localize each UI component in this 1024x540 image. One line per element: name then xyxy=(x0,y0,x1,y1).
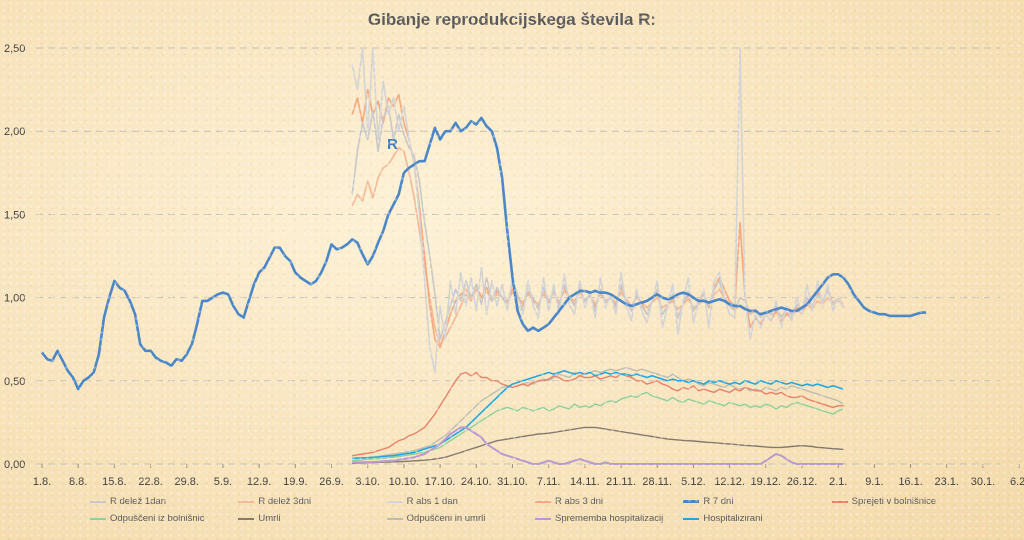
series-line-6 xyxy=(352,391,844,462)
x-tick-label: 29.8. xyxy=(175,476,199,488)
legend-item: Sprejeti v bolnišnice xyxy=(831,496,980,507)
x-tick-label: 5.12. xyxy=(681,476,705,488)
legend-swatch xyxy=(238,517,255,520)
legend-label: Odpuščeni in umrli xyxy=(406,513,486,524)
chart-title: Gibanje reprodukcijskega števila R: xyxy=(367,10,657,29)
legend-swatch xyxy=(238,500,255,503)
x-tick-label: 5.9. xyxy=(214,476,232,488)
x-axis: 1.8. 8.8. 15.8. 22.8. 29.8. 5.9. 12.9. 19.9. 26.… xyxy=(33,464,1024,488)
x-tick-label: 14.11. xyxy=(570,476,600,488)
y-tick-label: 0,50 xyxy=(4,376,25,388)
x-tick-label: 21.11. xyxy=(606,476,636,488)
series-line-1 xyxy=(351,147,844,346)
legend-swatch xyxy=(90,500,106,503)
series-line-8 xyxy=(352,366,844,460)
legend-item: R delež 1dan xyxy=(90,496,238,507)
legend-label: Hospitalizirani xyxy=(703,513,763,524)
legend-item: R 7 dni xyxy=(683,496,831,507)
x-tick-label: 3.10. xyxy=(355,476,379,488)
legend-label: Sprejeti v bolnišnice xyxy=(851,496,937,507)
legend-swatch xyxy=(831,500,848,503)
legend-item: R delež 3dni xyxy=(238,496,386,507)
legend-label: R delež 3dni xyxy=(258,496,312,507)
legend-item: Sprememba hospitalizacij xyxy=(534,513,683,524)
legend-item: Umrli xyxy=(238,513,386,524)
legend-swatch xyxy=(534,500,551,503)
legend-item: R abs 1 dan xyxy=(386,496,535,507)
legend-item: R abs 3 dni xyxy=(534,496,683,507)
gridlines xyxy=(36,47,1000,465)
x-tick-label: 12.12. xyxy=(714,476,745,488)
series-line-5 xyxy=(352,371,844,457)
legend-item: Odpuščeni iz bolnišnic xyxy=(90,513,238,524)
series-line-4 xyxy=(40,116,927,391)
legend-swatch xyxy=(534,517,551,520)
x-tick-label: 24.10. xyxy=(461,476,492,488)
legend-item: Hospitalizirani xyxy=(683,513,831,524)
series-lines xyxy=(40,47,927,465)
series-line-7 xyxy=(352,426,844,464)
legend-swatch xyxy=(90,517,106,520)
legend-swatch xyxy=(683,500,700,503)
x-tick-label: 16.1. xyxy=(898,476,922,488)
series-line-3 xyxy=(351,88,845,349)
x-tick-label: 8.8. xyxy=(69,476,87,488)
x-tick-label: 7.11. xyxy=(537,476,561,488)
y-axis: 0,00 0,50 1,00 1,50 2,00 2,50 xyxy=(4,43,25,471)
x-tick-label: 31.10. xyxy=(497,476,528,488)
x-tick-label: 28.11. xyxy=(642,476,672,488)
x-tick-label: 1.8. xyxy=(33,476,51,488)
x-tick-label: 22.8. xyxy=(138,476,162,488)
x-tick-label: 12.9. xyxy=(247,476,271,488)
x-tick-label: 10.10. xyxy=(389,476,420,488)
legend-swatch xyxy=(683,517,700,520)
legend-label: R abs 1 dan xyxy=(406,496,458,507)
y-tick-label: 2,50 xyxy=(4,43,25,55)
legend-label: R abs 3 dni xyxy=(554,496,604,507)
x-tick-label: 9.1. xyxy=(865,476,883,488)
r-annotation: R xyxy=(387,136,398,153)
x-tick-label: 26.9. xyxy=(319,476,343,488)
y-tick-label: 2,00 xyxy=(4,126,25,138)
legend-label: R delež 1dan xyxy=(110,496,166,507)
y-tick-label: 1,00 xyxy=(4,293,25,305)
x-tick-label: 19.12. xyxy=(751,476,782,488)
legend: R delež 1dan R delež 3dni R abs 1 dan R abs… xyxy=(90,496,980,524)
x-tick-label: 17.10. xyxy=(425,476,456,488)
y-tick-label: 0,00 xyxy=(4,459,25,471)
legend-label: R 7 dni xyxy=(703,496,734,507)
legend-label: Odpuščeni iz bolnišnic xyxy=(110,513,205,524)
legend-swatch xyxy=(386,517,403,520)
x-tick-label: 6.2. xyxy=(1010,476,1024,488)
x-tick-label: 2.1. xyxy=(829,476,847,488)
x-tick-label: 30.1. xyxy=(971,476,995,488)
legend-swatch xyxy=(386,500,403,503)
x-tick-label: 15.8. xyxy=(102,476,126,488)
y-tick-label: 1,50 xyxy=(4,209,25,221)
legend-item: Odpuščeni in umrli xyxy=(386,513,535,524)
x-tick-label: 23.1. xyxy=(935,476,959,488)
legend-label: Sprememba hospitalizacij xyxy=(554,513,664,524)
x-tick-label: 26.12. xyxy=(787,476,818,488)
series-line-2 xyxy=(351,47,845,374)
series-line-10 xyxy=(352,369,844,459)
series-line-9 xyxy=(352,426,844,465)
legend-label: Umrli xyxy=(258,513,281,524)
x-tick-label: 19.9. xyxy=(283,476,307,488)
